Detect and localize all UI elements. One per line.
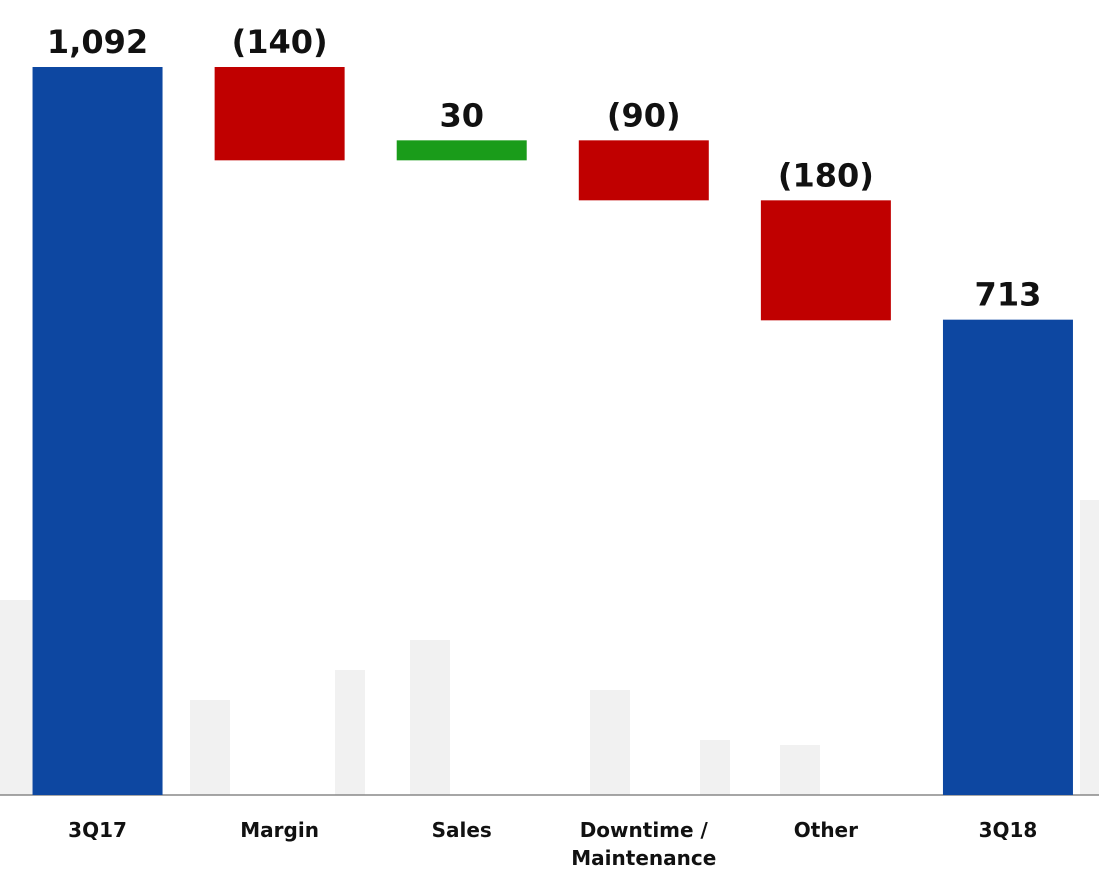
- x-tick-label: Sales: [431, 818, 492, 842]
- bar: [214, 67, 345, 161]
- x-tick-label: 3Q17: [68, 818, 127, 842]
- x-tick-label: Margin: [240, 818, 319, 842]
- value-label: (90): [607, 96, 681, 134]
- x-tick-label: Other: [793, 818, 858, 842]
- x-tick-label: Downtime / Maintenance: [571, 818, 717, 870]
- bar: [578, 140, 709, 201]
- background-silhouette: [0, 500, 1099, 795]
- bar: [32, 67, 163, 795]
- bar: [942, 319, 1073, 795]
- value-label: (180): [778, 156, 874, 194]
- value-label: (140): [232, 23, 328, 61]
- bar: [396, 140, 527, 161]
- bar: [760, 200, 891, 321]
- value-label: 1,092: [47, 23, 148, 61]
- x-tick-label: 3Q18: [978, 818, 1038, 842]
- value-label: 30: [439, 96, 484, 134]
- value-label: 713: [975, 276, 1042, 314]
